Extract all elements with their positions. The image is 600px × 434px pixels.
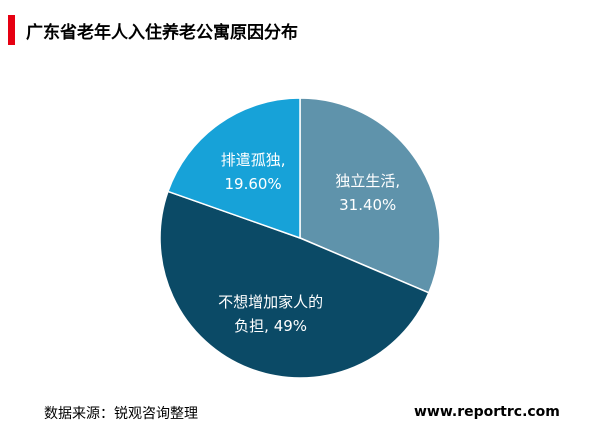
category-label: 独立生活, [335,172,401,191]
pie-slice [167,97,301,240]
value-label: 19.60% [224,174,282,193]
value-label: 31.40% [339,196,397,215]
chart-title: 广东省老年人入住养老公寓原因分布 [26,23,298,43]
source-note: 数据来源：锐观咨询整理 [44,406,198,422]
title-accent [8,15,15,45]
value-label: 49% [273,316,308,335]
category-label: 不想增加家人的负担, [218,292,324,335]
data-label: 排遣孤独, 19.60% [208,148,298,196]
pie-slice [159,190,430,379]
data-label: 不想增加家人的负担, 49% [216,290,326,338]
pie-slice [299,97,441,294]
category-label: 排遣孤独, [220,150,286,169]
data-label: 独立生活, 31.40% [323,169,413,217]
website: www.reportrc.com [414,404,560,420]
